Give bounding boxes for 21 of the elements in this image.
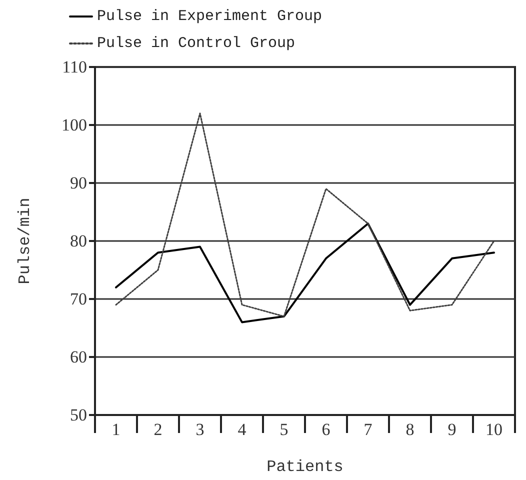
x-tick-label: 10 (486, 420, 502, 439)
x-axis-title: Patients (266, 458, 344, 476)
legend-label: Pulse in Control Group (97, 35, 296, 52)
y-tick-label: 70 (70, 290, 87, 308)
x-tick-label: 8 (406, 420, 414, 439)
y-tick-label: 80 (70, 232, 87, 250)
x-tick-label: 6 (322, 420, 330, 439)
y-axis-title: Pulse/min (16, 198, 34, 284)
x-tick-label: 9 (448, 420, 456, 439)
x-tick-label: 5 (280, 420, 288, 439)
x-tick-label: 1 (112, 420, 120, 439)
y-tick-label: 90 (70, 174, 87, 192)
x-tick-label: 4 (238, 420, 247, 439)
y-tick-label: 60 (70, 348, 87, 366)
x-tick-label: 7 (364, 420, 373, 439)
x-tick-label: 3 (196, 420, 204, 439)
legend-label: Pulse in Experiment Group (97, 8, 322, 25)
y-tick-label: 100 (62, 116, 87, 134)
y-tick-label: 50 (70, 406, 87, 424)
x-tick-label: 2 (154, 420, 162, 439)
y-tick-label: 110 (62, 58, 87, 76)
